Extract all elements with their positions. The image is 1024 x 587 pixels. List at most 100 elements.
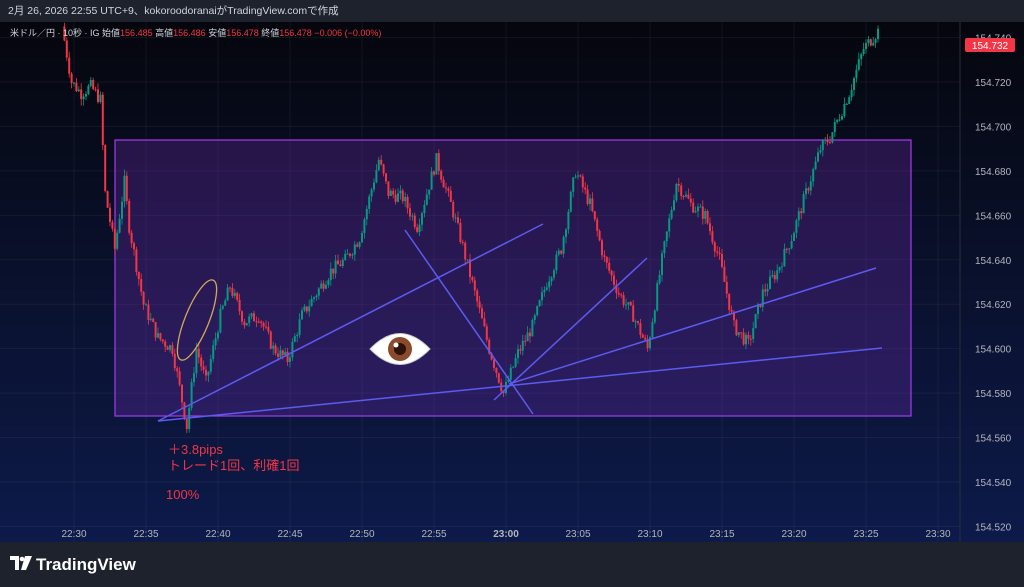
candle-body-165 [459, 222, 462, 242]
x-tick-label-4: 22:50 [349, 529, 374, 540]
candle-body-90 [279, 350, 282, 357]
x-tick-label-1: 22:35 [133, 529, 158, 540]
x-tick-label-8: 23:10 [637, 529, 662, 540]
candle-body-279 [733, 311, 735, 321]
candle-body-209 [565, 229, 567, 238]
change-value: −0.006 (−0.00%) [314, 28, 382, 38]
candle-body-152 [428, 189, 431, 195]
candle-body-227 [608, 262, 611, 271]
candle-body-47 [176, 368, 179, 372]
candle-body-110 [327, 280, 330, 285]
candle-body-324 [841, 116, 843, 120]
candle-body-284 [745, 334, 747, 345]
brand-name: TradingView [36, 555, 136, 574]
candle-body-0 [63, 26, 66, 41]
candle-body-184 [505, 381, 507, 393]
candle-body-132 [380, 159, 383, 165]
candle-body-28 [130, 232, 133, 244]
trendline-2[interactable] [157, 347, 883, 422]
candle-body-174 [481, 308, 483, 319]
open-value: 156.485 [120, 28, 153, 38]
candle-body-282 [740, 332, 743, 334]
price-axis[interactable]: 154.740154.720154.700154.680154.660154.6… [975, 34, 1012, 534]
candle-body-263 [694, 211, 697, 213]
trend-lines[interactable] [157, 223, 883, 422]
candle-body-257 [680, 185, 683, 196]
candle-body-197 [536, 306, 539, 316]
x-tick-label-12: 23:30 [925, 529, 950, 540]
candle-body-38 [154, 322, 157, 338]
candle-body-297 [776, 270, 779, 280]
candle-body-274 [721, 253, 723, 267]
candle-body-149 [421, 213, 423, 225]
trendline-4[interactable] [493, 257, 648, 401]
candle-body-16 [101, 94, 104, 146]
candle-body-67 [224, 300, 227, 306]
candle-body-99 [301, 310, 303, 320]
tradingview-logo-icon [10, 556, 32, 570]
y-tick-label-5: 154.640 [975, 256, 1012, 267]
candle-body-142 [404, 196, 407, 202]
range-box[interactable] [114, 139, 912, 417]
candle-body-135 [387, 181, 390, 196]
candle-body-175 [483, 318, 486, 327]
candle-body-194 [529, 332, 531, 337]
candle-body-20 [111, 222, 114, 229]
candle-body-192 [524, 340, 527, 342]
ohlc-legend: 米ドル／円 · 10秒 · IG 始値156.485 高値156.486 安値1… [10, 28, 382, 38]
candlestick-chart-svg[interactable]: ＋3.8pips トレード1回、利確1回 100% 154.740154.720… [0, 22, 1024, 542]
x-tick-label-11: 23:25 [853, 529, 878, 540]
candle-body-235 [627, 302, 630, 305]
candle-body-210 [567, 211, 570, 230]
candle-body-46 [173, 353, 176, 369]
x-tick-label-10: 23:20 [781, 529, 806, 540]
candle-body-162 [452, 202, 455, 218]
candle-body-123 [358, 242, 361, 247]
candle-body-109 [325, 284, 327, 289]
candle-body-249 [661, 253, 663, 275]
candle-body-153 [430, 171, 433, 190]
candle-body-300 [783, 248, 786, 267]
candle-body-170 [471, 277, 474, 281]
candle-body-26 [125, 175, 128, 201]
candle-body-296 [773, 275, 776, 280]
candle-body-291 [761, 289, 764, 307]
candle-body-333 [862, 49, 865, 55]
candle-body-100 [303, 306, 306, 311]
candle-body-60 [207, 371, 210, 376]
eye-icon [369, 333, 431, 365]
candle-body-306 [797, 211, 800, 221]
candle-body-146 [413, 215, 416, 228]
candle-body-2 [68, 57, 71, 74]
candle-body-320 [831, 132, 834, 143]
candle-body-141 [401, 190, 404, 202]
candle-body-139 [397, 193, 399, 202]
candle-body-154 [433, 171, 435, 175]
candle-body-268 [706, 211, 709, 224]
candle-body-207 [560, 250, 563, 254]
snapshot-title: 2月 26, 2026 22:55 UTC+9、kokoroodoranaiがT… [8, 5, 339, 17]
candle-body-251 [665, 231, 668, 242]
candle-body-212 [572, 177, 575, 192]
candle-body-307 [800, 211, 803, 214]
candle-body-124 [361, 232, 363, 243]
candle-body-275 [723, 266, 726, 282]
candles [63, 22, 879, 434]
candle-body-223 [598, 230, 601, 241]
chart-area[interactable]: ＋3.8pips トレード1回、利確1回 100% 154.740154.720… [0, 22, 1024, 542]
candle-body-220 [591, 198, 594, 212]
entry-highlight-ellipse[interactable] [170, 276, 224, 365]
candle-body-37 [152, 318, 155, 323]
candle-body-315 [819, 150, 822, 153]
y-tick-label-10: 154.540 [975, 478, 1012, 489]
candle-body-41 [161, 339, 164, 342]
candle-body-253 [670, 209, 673, 219]
time-axis[interactable]: 22:30 22:35 22:40 22:45 22:50 22:55 23:00 23:05… [61, 529, 950, 540]
trendline-1[interactable] [157, 223, 544, 422]
x-tick-label-6: 23:00 [493, 529, 519, 540]
candle-body-272 [716, 251, 719, 253]
candle-body-3 [70, 73, 73, 84]
candle-body-313 [814, 161, 817, 170]
trendline-5[interactable] [508, 267, 877, 385]
candle-body-252 [668, 218, 671, 232]
